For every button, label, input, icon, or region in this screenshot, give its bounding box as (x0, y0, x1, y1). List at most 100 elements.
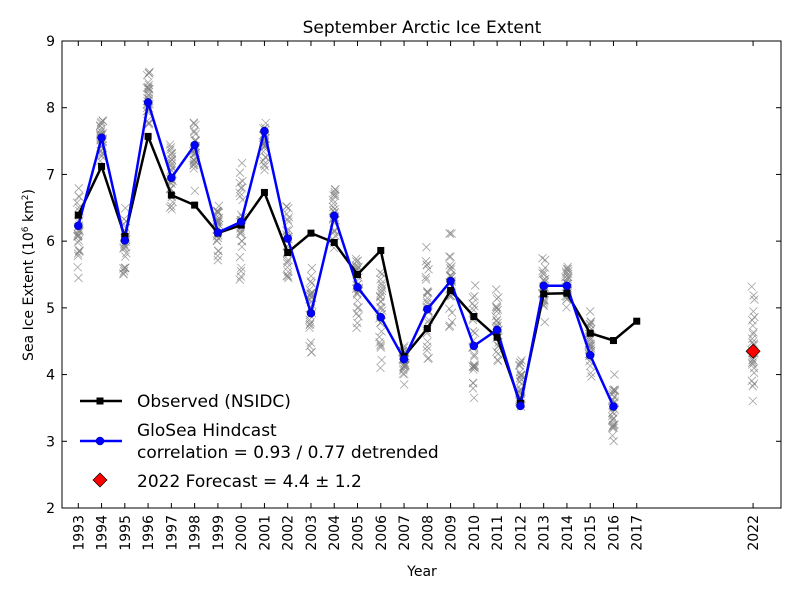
ensemble-member-marker (259, 159, 269, 169)
legend-forecast-marker (92, 472, 108, 488)
ensemble-member-marker (750, 312, 759, 322)
ensemble-member-marker (352, 257, 361, 266)
legend-forecast-label: 2022 Forecast = 4.4 ± 1.2 (137, 472, 362, 492)
ensemble-member-marker (586, 368, 595, 378)
plot-frame (61, 40, 782, 509)
observed-point (307, 229, 315, 237)
hindcast-point (539, 281, 548, 291)
ensemble-member-marker (421, 275, 431, 284)
ensemble-member-marker (213, 251, 222, 261)
hindcast-point (469, 341, 479, 351)
y-tick-label: 4 (46, 368, 55, 384)
ensemble-member-marker (142, 70, 152, 80)
ensemble-member-marker (749, 368, 759, 378)
ensemble-member-marker (444, 252, 454, 261)
ensemble-member-marker (74, 236, 83, 245)
ensemble-member-marker (422, 293, 432, 303)
ensemble-member-marker (236, 229, 245, 239)
hindcast-point (376, 312, 386, 322)
ensemble-member-marker (282, 258, 292, 268)
y-tick-label: 8 (46, 101, 55, 117)
ensemble-member-marker (213, 255, 223, 265)
ensemble-member-marker (538, 253, 547, 263)
x-tick-label: 2006 (374, 515, 390, 551)
ensemble-member-marker (515, 374, 525, 383)
x-tick-label: 2011 (490, 515, 506, 551)
hindcast-point (423, 304, 432, 314)
ensemble-member-marker (516, 371, 526, 381)
observed-point (470, 313, 478, 321)
ensemble-member-marker (377, 327, 386, 336)
ensemble-member-marker (189, 158, 199, 168)
ensemble-member-marker (469, 360, 479, 370)
x-tick-label: 2005 (351, 515, 367, 551)
ensemble-member-marker (283, 272, 293, 281)
ensemble-member-marker (235, 168, 245, 177)
ensemble-member-marker (329, 199, 338, 208)
ensemble-member-marker (330, 187, 339, 197)
ensemble-member-marker (377, 355, 386, 365)
ensemble-member-marker (493, 318, 503, 328)
hindcast-series-line (77, 101, 615, 408)
x-axis-label: Year (406, 564, 437, 580)
ensemble-member-marker (515, 361, 524, 371)
ensemble-member-marker (747, 282, 756, 291)
ensemble-member-marker (609, 414, 618, 423)
hindcast-point (260, 126, 269, 136)
ensemble-member-marker (376, 340, 385, 349)
ensemble-member-marker (331, 231, 340, 240)
ensemble-member-marker (445, 229, 454, 238)
ensemble-member-marker (610, 370, 619, 379)
ensemble-member-marker (282, 271, 291, 281)
hindcast-point (399, 354, 409, 364)
ensemble-member-marker (284, 217, 293, 227)
ensemble-member-marker (74, 184, 84, 193)
ensemble-member-marker (306, 271, 316, 281)
x-tick-label: 1995 (118, 515, 134, 551)
legend-hindcast-correlation: correlation = 0.93 / 0.77 detrended (137, 443, 439, 463)
ensemble-member-marker (235, 188, 244, 198)
hindcast-point (283, 234, 292, 243)
ensemble-member-marker (375, 291, 385, 301)
y-axis-label-part: km (21, 200, 37, 226)
ensemble-member-marker (515, 360, 524, 370)
ensemble-member-marker (399, 369, 409, 379)
ensemble-member-marker (97, 117, 106, 127)
ensemble-member-marker (468, 293, 478, 302)
ensemble-member-marker (330, 191, 340, 201)
observed-point (563, 289, 571, 297)
y-tick-label: 9 (46, 34, 55, 50)
ensemble-member-marker (213, 208, 223, 217)
ensemble-member-marker (562, 303, 571, 312)
y-tick-label: 2 (46, 501, 55, 517)
ensemble-member-marker (492, 303, 502, 312)
ensemble-member-marker (236, 228, 245, 237)
ensemble-member-marker (212, 236, 222, 245)
ensemble-member-marker (609, 385, 619, 394)
ensemble-member-marker (351, 254, 361, 264)
ensemble-member-marker (399, 380, 409, 389)
hindcast-point (516, 401, 525, 411)
observed-point (74, 211, 82, 219)
observed-point (633, 317, 641, 325)
ensemble-member-marker (120, 263, 130, 273)
hindcast-point (74, 221, 83, 231)
observed-point (377, 246, 385, 254)
ensemble-member-marker (237, 263, 246, 273)
ensemble-member-marker (284, 213, 294, 222)
ensemble-member-marker (748, 381, 757, 391)
ensemble-member-marker (469, 362, 479, 372)
observed-point (284, 248, 292, 256)
ensemble-member-marker (73, 249, 83, 258)
ensemble-member-marker (587, 372, 596, 381)
ensemble-member-marker (749, 328, 758, 337)
ensemble-member-marker (492, 316, 501, 325)
ensemble-member-marker (586, 317, 596, 326)
ensemble-member-marker (330, 185, 340, 194)
observed-point (493, 333, 501, 341)
hindcast-point (167, 173, 176, 183)
ensemble-member-marker (98, 116, 108, 126)
hindcast-point (609, 402, 618, 411)
